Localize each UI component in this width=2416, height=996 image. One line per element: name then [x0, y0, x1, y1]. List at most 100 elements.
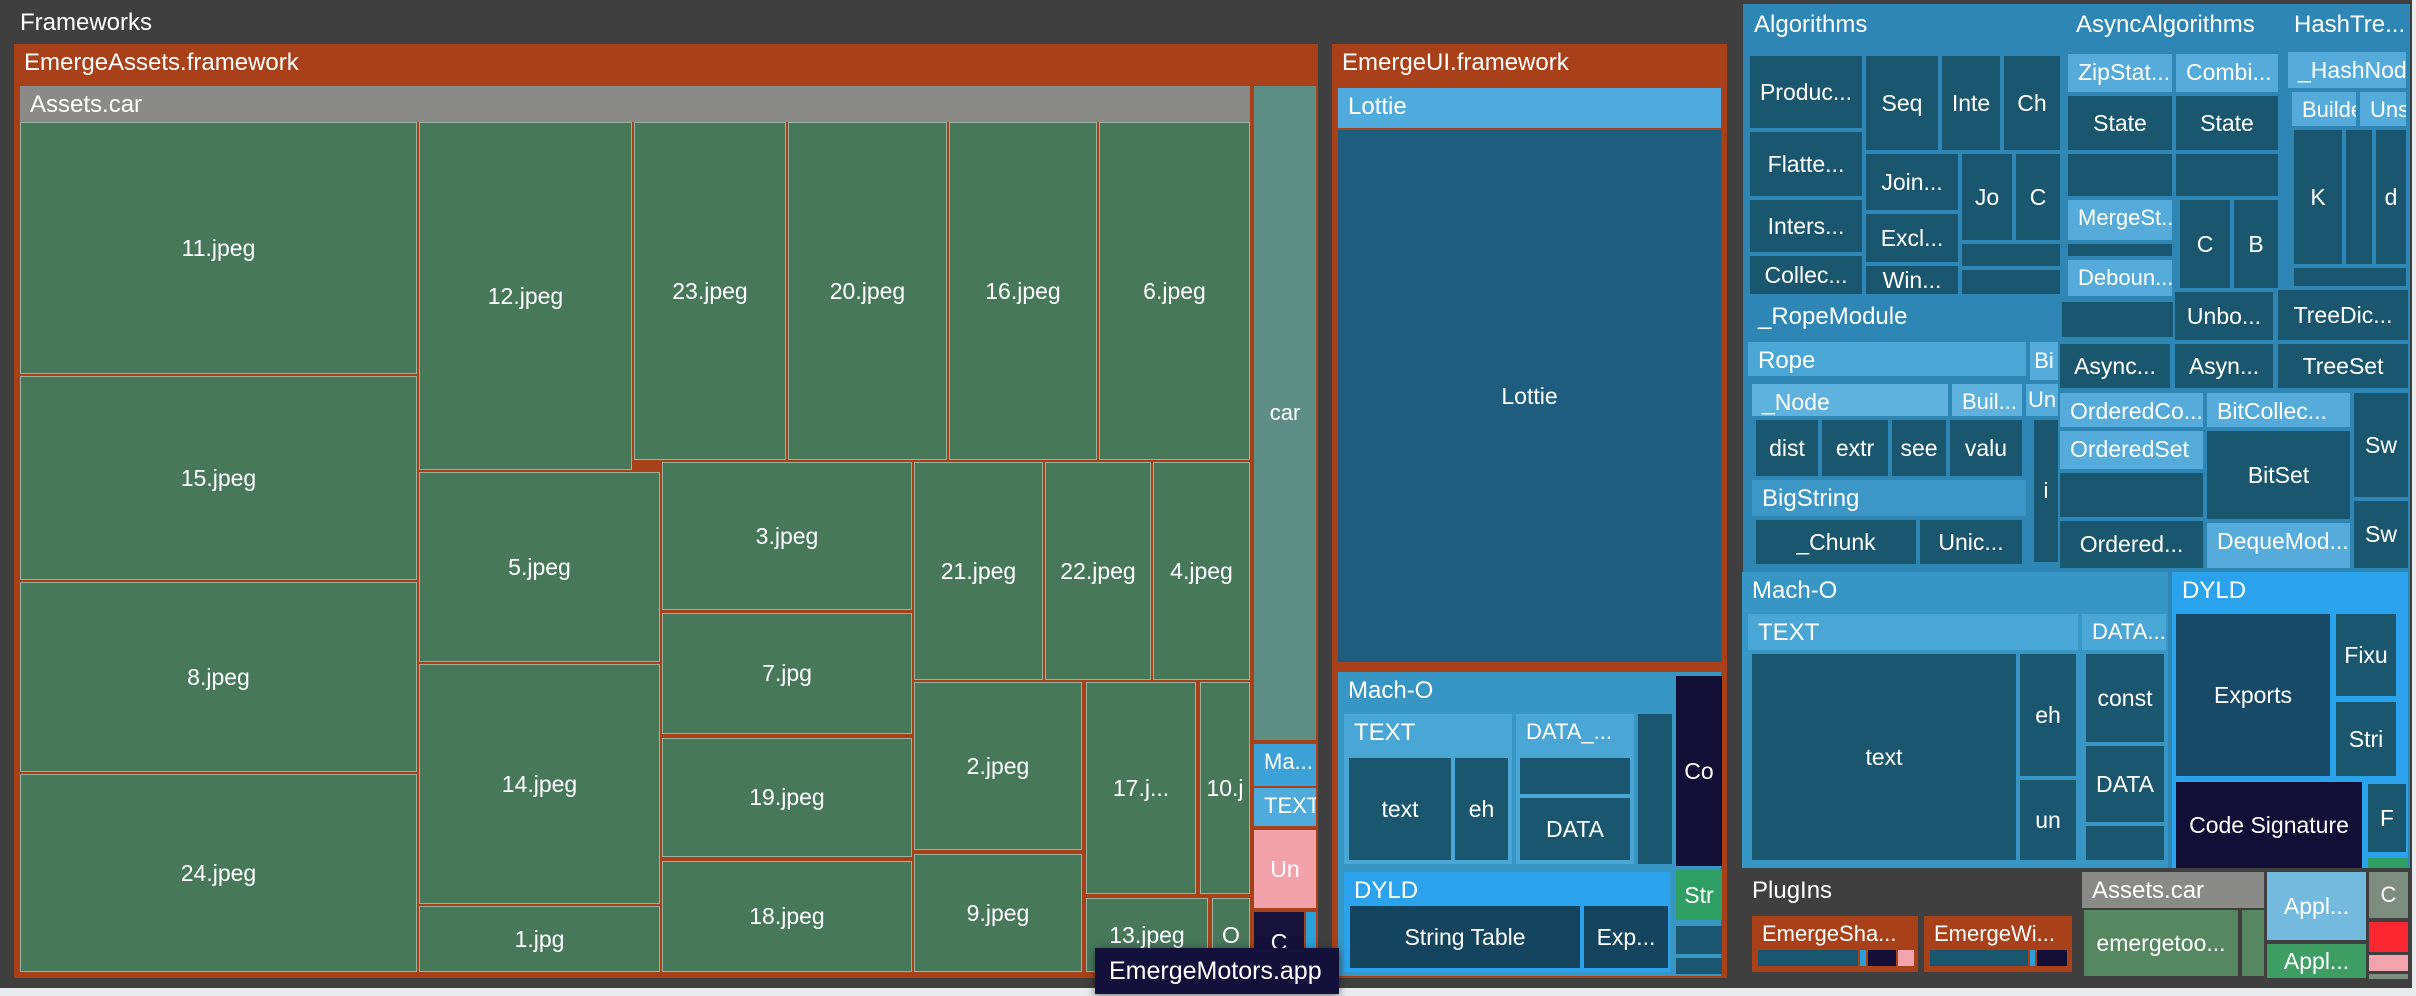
- rope-header[interactable]: Rope: [1748, 342, 2026, 376]
- hash-unlabeled-1[interactable]: [2346, 130, 2372, 264]
- lottie-header[interactable]: Lottie: [1338, 88, 1721, 128]
- tile-d[interactable]: d: [2376, 130, 2406, 264]
- data-ui-unlabeled[interactable]: [1520, 758, 1630, 794]
- tile-2-jpeg[interactable]: 2.jpeg: [914, 682, 1082, 850]
- tile-treedic[interactable]: TreeDic...: [2278, 290, 2408, 340]
- tile-10-jpg[interactable]: 10.j: [1200, 682, 1250, 894]
- str-tile[interactable]: Str: [1676, 870, 1722, 920]
- tile-appl-blue[interactable]: Appl...: [2267, 872, 2366, 940]
- buil-header[interactable]: Buil...: [1952, 384, 2022, 416]
- tile-19-jpeg[interactable]: 19.jpeg: [662, 738, 912, 857]
- tile-unic[interactable]: Unic...: [1920, 520, 2022, 564]
- tile-8-jpeg[interactable]: 8.jpeg: [20, 582, 417, 772]
- tile-jo[interactable]: Jo: [1962, 154, 2012, 240]
- zipstat-header[interactable]: ZipStat...: [2068, 54, 2172, 92]
- orderedset-header[interactable]: OrderedSet: [2060, 431, 2203, 469]
- tile-gray-small[interactable]: [2369, 974, 2408, 979]
- tile-const[interactable]: const: [2086, 654, 2164, 742]
- alg-unlabeled-2[interactable]: [1962, 270, 2060, 294]
- tile-inters[interactable]: Inters...: [1750, 200, 1862, 252]
- ordered-unlabeled[interactable]: [2060, 473, 2203, 517]
- text-ui-tile[interactable]: text: [1349, 758, 1451, 860]
- tile-bi[interactable]: Bi: [2030, 342, 2058, 380]
- tile-14-jpeg[interactable]: 14.jpeg: [419, 664, 660, 904]
- tile-pink-small[interactable]: [2369, 955, 2408, 971]
- builder-header[interactable]: Builder: [2292, 92, 2356, 126]
- tile-un-pink[interactable]: Un: [1254, 830, 1316, 908]
- small-teal-1[interactable]: [1676, 926, 1722, 954]
- tile-11-jpeg[interactable]: 11.jpeg: [20, 122, 417, 374]
- hash-unlabeled-2[interactable]: [2294, 268, 2406, 286]
- assets-car-bottom-header[interactable]: Assets.car: [2082, 872, 2264, 908]
- wi-sliver[interactable]: [2030, 950, 2035, 966]
- tile-5-jpeg[interactable]: 5.jpeg: [419, 472, 660, 662]
- tile-see[interactable]: see: [1892, 420, 1946, 476]
- uns-header[interactable]: Uns: [2360, 92, 2406, 126]
- eh-right-tile[interactable]: eh: [2020, 654, 2076, 776]
- tile-stri[interactable]: Stri: [2336, 702, 2396, 776]
- tile-7-jpg[interactable]: 7.jpg: [662, 613, 912, 734]
- tile-green-unlabeled[interactable]: [2242, 910, 2264, 976]
- node-header[interactable]: _Node: [1752, 384, 1948, 416]
- tile-16-jpeg[interactable]: 16.jpeg: [949, 122, 1097, 460]
- lottie-body[interactable]: Lottie: [1338, 130, 1721, 662]
- tile-code-signature[interactable]: Code Signature: [2176, 782, 2362, 868]
- tile-sw-2[interactable]: Sw: [2354, 501, 2408, 568]
- string-table-tile[interactable]: String Table: [1350, 906, 1580, 968]
- async-unlabeled-2[interactable]: [2176, 154, 2278, 196]
- tile-treeset[interactable]: TreeSet: [2278, 344, 2408, 388]
- tile-23-jpeg[interactable]: 23.jpeg: [634, 122, 786, 460]
- tile-excl[interactable]: Excl...: [1866, 214, 1958, 262]
- tile-ordered[interactable]: Ordered...: [2060, 521, 2203, 568]
- wi-teal[interactable]: [1930, 950, 2028, 966]
- sha-teal[interactable]: [1758, 950, 1858, 966]
- tile-3-jpeg[interactable]: 3.jpeg: [662, 462, 912, 610]
- tile-flatte[interactable]: Flatte...: [1750, 132, 1862, 196]
- tile-state-2[interactable]: State: [2176, 96, 2278, 150]
- tile-15-jpeg[interactable]: 15.jpeg: [20, 376, 417, 580]
- car-column[interactable]: car: [1254, 86, 1316, 740]
- tile-6-jpeg[interactable]: 6.jpeg: [1099, 122, 1250, 460]
- tile-ch[interactable]: Ch: [2004, 56, 2060, 150]
- tile-12-jpeg[interactable]: 12.jpeg: [419, 122, 632, 470]
- tile-i[interactable]: i: [2034, 420, 2058, 562]
- tile-asyn[interactable]: Asyn...: [2175, 344, 2273, 388]
- tile-win[interactable]: Win...: [1866, 266, 1958, 294]
- orderedco-header[interactable]: OrderedCo...: [2060, 393, 2203, 427]
- mergest-header[interactable]: MergeSt...: [2068, 200, 2172, 240]
- tile-24-jpeg[interactable]: 24.jpeg: [20, 774, 417, 972]
- bitcollec-header[interactable]: BitCollec...: [2207, 393, 2350, 427]
- wi-navy[interactable]: [2037, 950, 2067, 966]
- tile-sw-1[interactable]: Sw: [2354, 393, 2408, 497]
- tile-chunk[interactable]: _Chunk: [1756, 520, 1916, 564]
- un-right-tile[interactable]: un: [2020, 780, 2076, 860]
- tile-state-1[interactable]: State: [2068, 96, 2172, 150]
- tile-c-alg[interactable]: C: [2016, 154, 2060, 240]
- tile-bitset[interactable]: BitSet: [2207, 431, 2350, 519]
- tile-un2[interactable]: Un: [2026, 384, 2058, 416]
- tile-join[interactable]: Join...: [1866, 154, 1958, 210]
- tile-k[interactable]: K: [2294, 130, 2342, 264]
- tile-extr[interactable]: extr: [1822, 420, 1888, 476]
- tile-dist[interactable]: dist: [1756, 420, 1818, 476]
- data-right-unlabeled[interactable]: [2086, 826, 2164, 860]
- deboun-header[interactable]: Deboun...: [2068, 260, 2172, 296]
- alg-unlabeled-1[interactable]: [1962, 244, 2060, 266]
- text-right-tile[interactable]: text: [1752, 654, 2016, 860]
- async-unlabeled-3[interactable]: [2068, 244, 2172, 256]
- tile-text-small[interactable]: TEXT: [1254, 788, 1316, 826]
- co-tile[interactable]: Co: [1676, 676, 1722, 866]
- tile-red[interactable]: [2369, 922, 2408, 952]
- sha-navy[interactable]: [1868, 950, 1896, 966]
- tile-async2[interactable]: Async...: [2060, 344, 2170, 388]
- tile-c-gray[interactable]: C: [2369, 872, 2408, 918]
- tile-seq[interactable]: Seq: [1866, 56, 1938, 150]
- tile-22-jpeg[interactable]: 22.jpeg: [1045, 462, 1151, 680]
- exp-tile[interactable]: Exp...: [1584, 906, 1668, 968]
- data-right-header[interactable]: DATA...: [2082, 614, 2166, 650]
- eh-ui-tile[interactable]: eh: [1455, 758, 1508, 860]
- tile-b-async[interactable]: B: [2234, 200, 2278, 288]
- tile-appl-green[interactable]: Appl...: [2267, 944, 2366, 978]
- tile-sliver-blue[interactable]: [1306, 912, 1316, 972]
- sha-sliver[interactable]: [1860, 950, 1866, 966]
